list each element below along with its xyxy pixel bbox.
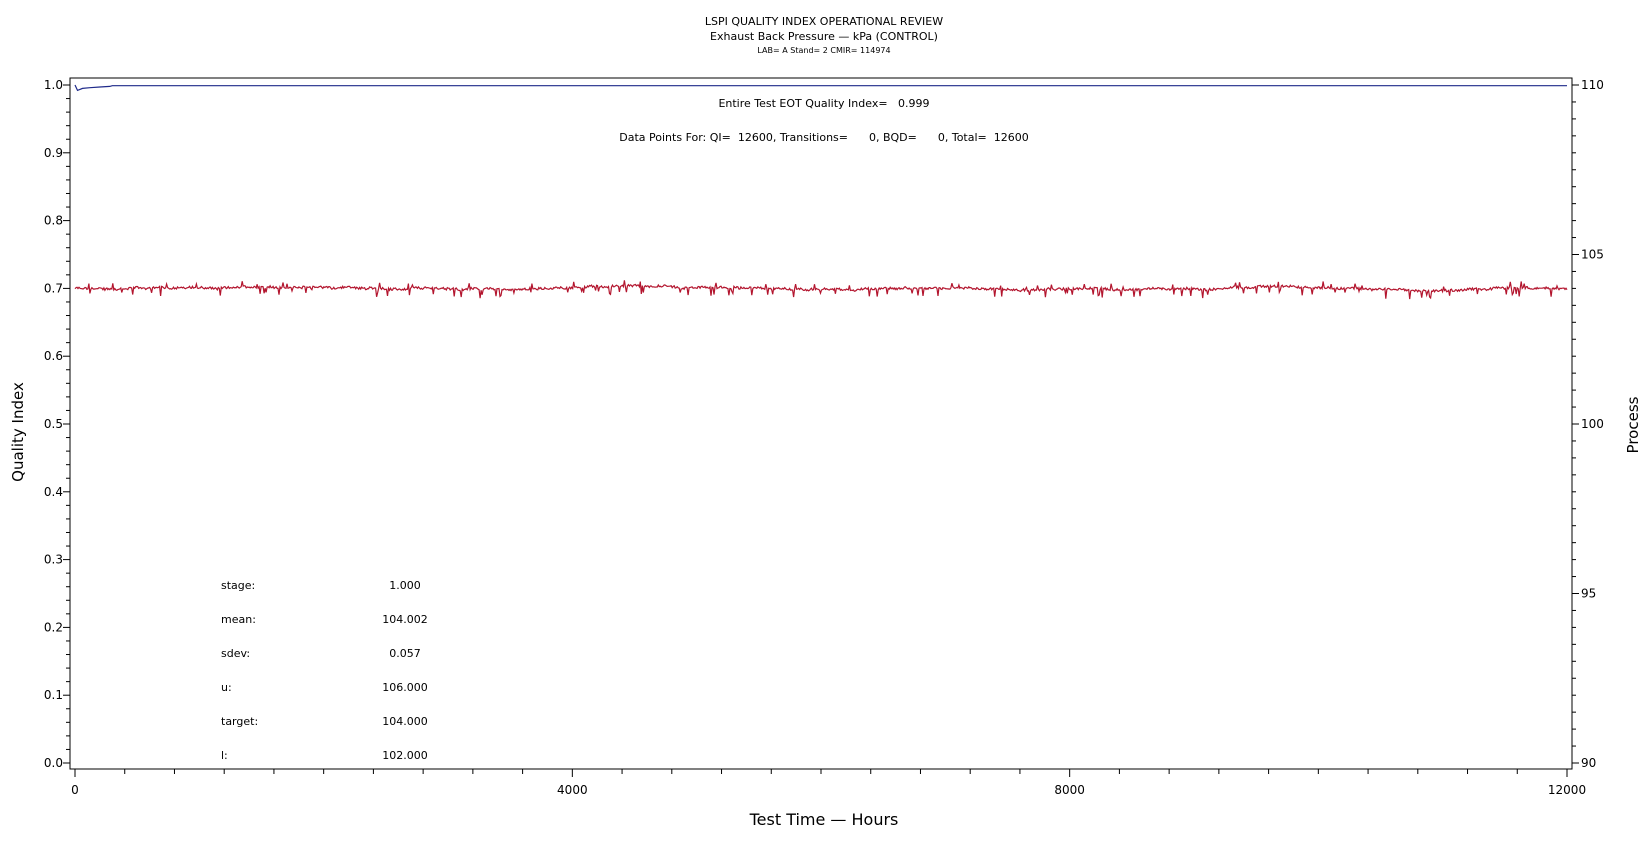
stat-label: stage: (221, 579, 255, 592)
y-left-tick-label: 0.9 (44, 146, 63, 160)
y-left-tick-label: 0.7 (44, 281, 63, 295)
stat-value: 104.002 (382, 613, 428, 626)
y-right-tick-label: 105 (1581, 248, 1604, 262)
series-quality-index (74, 84, 1567, 92)
chart-subtitle-2: LAB= A Stand= 2 CMIR= 114974 (757, 46, 890, 55)
y-axis-left-label: Quality Index (9, 382, 27, 482)
stat-value: 102.000 (382, 749, 428, 762)
y-left-tick-label: 1.0 (44, 78, 63, 92)
x-tick-label: 0 (71, 783, 79, 797)
x-tick-label: 12000 (1548, 783, 1586, 797)
y-left-tick-label: 0.3 (44, 553, 63, 567)
stat-value: 104.000 (382, 715, 428, 728)
stat-value: 1.000 (389, 579, 421, 592)
y-right-tick-label: 100 (1581, 417, 1604, 431)
x-tick-label: 8000 (1054, 783, 1085, 797)
y-right-axis: 90 95 100 105 110 (1572, 78, 1604, 770)
y-right-tick-label: 110 (1581, 78, 1604, 92)
process-line (74, 280, 1568, 300)
x-axis: 0 4000 8000 12000 (71, 769, 1586, 797)
chart-title: LSPI QUALITY INDEX OPERATIONAL REVIEW (705, 15, 943, 28)
series-process (74, 280, 1568, 300)
y-right-tick-label: 95 (1581, 587, 1596, 601)
stat-label: mean: (221, 613, 256, 626)
stat-value: 106.000 (382, 681, 428, 694)
chart-subtitle: Exhaust Back Pressure — kPa (CONTROL) (710, 30, 938, 43)
y-left-tick-label: 0.0 (44, 756, 63, 770)
y-left-tick-label: 0.2 (44, 620, 63, 634)
stat-label: l: (221, 749, 228, 762)
plot-frame (69, 77, 1573, 770)
annotation-quality-index: Entire Test EOT Quality Index= 0.999 (718, 97, 929, 110)
x-tick-label: 4000 (557, 783, 588, 797)
y-axis-right-label: Process (1624, 396, 1642, 453)
quality-index-line (74, 84, 1567, 92)
stat-label: sdev: (221, 647, 250, 660)
y-left-tick-label: 0.4 (44, 485, 63, 499)
stat-label: target: (221, 715, 258, 728)
stat-value: 0.057 (389, 647, 421, 660)
y-left-tick-label: 0.1 (44, 688, 63, 702)
y-right-tick-label: 90 (1581, 756, 1596, 770)
stat-label: u: (221, 681, 232, 694)
stats-table: stage: 1.000 mean: 104.002 sdev: 0.057 u: 106.0… (221, 579, 428, 762)
y-left-axis: 0.0 0.1 0.2 0.3 0.4 0.5 0.6 0.7 0.8 0.9 1.0 (44, 78, 70, 770)
y-left-tick-label: 0.5 (44, 417, 63, 431)
x-axis-label: Test Time — Hours (749, 810, 899, 829)
y-left-tick-label: 0.8 (44, 214, 63, 228)
annotation-data-points: Data Points For: QI= 12600, Transitions=… (619, 131, 1028, 144)
y-left-tick-label: 0.6 (44, 349, 63, 363)
